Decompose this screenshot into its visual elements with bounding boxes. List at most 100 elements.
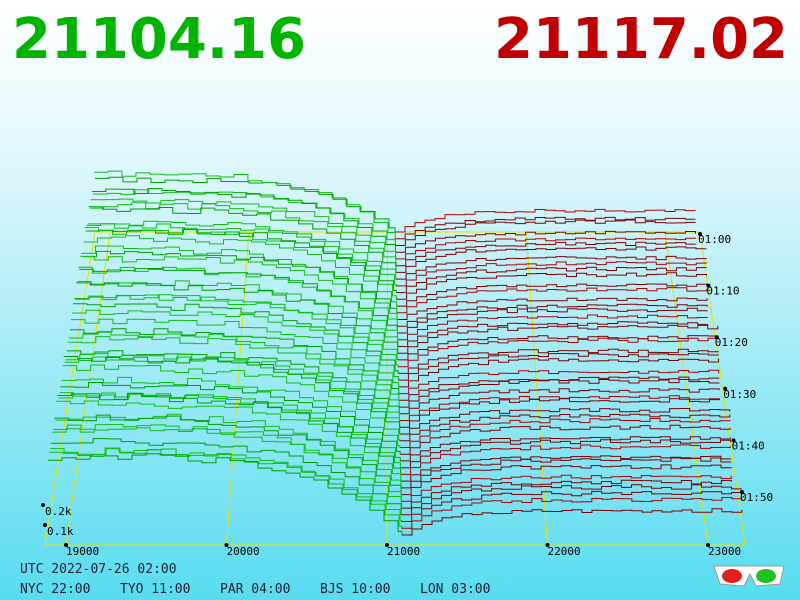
ask-depth-line	[396, 272, 708, 300]
bid-depth-line	[77, 280, 399, 347]
ask-depth-line	[396, 314, 708, 341]
bid-depth-line	[55, 413, 402, 488]
bid-depth-line	[78, 266, 398, 340]
city-time: NYC 22:00	[20, 582, 90, 597]
bid-depth-line	[70, 318, 400, 387]
time-tick-label: 01:20	[715, 336, 748, 349]
tick-dot	[706, 283, 711, 288]
ask-depth-line	[401, 464, 732, 496]
ask-depth-line	[399, 388, 720, 415]
ask-depth-line	[395, 230, 696, 253]
ask-depth-line	[398, 369, 720, 395]
volume-tick-label: 0.2k	[45, 505, 72, 518]
volume-tick-label: 0.1k	[47, 525, 74, 538]
depth-lines	[48, 170, 743, 536]
ask-depth-line	[399, 408, 731, 435]
tick-dot	[545, 543, 550, 547]
ask-depth-line	[399, 436, 731, 462]
ask-depth-line	[400, 424, 731, 455]
tick-dot	[698, 232, 702, 236]
bid-depth-line	[92, 189, 396, 246]
city-time: LON 03:00	[420, 582, 490, 597]
bid-depth-line	[63, 356, 401, 434]
ask-depth-line	[401, 490, 743, 522]
bid-depth-line	[62, 364, 401, 441]
ask-depth-line	[395, 255, 707, 280]
bid-depth-line	[88, 206, 397, 273]
bid-depth-line	[74, 294, 399, 367]
time-tick-label: 01:10	[706, 285, 739, 298]
bid-depth-line	[80, 255, 398, 327]
bid-depth-line	[52, 427, 402, 509]
time-tick-label: 01:30	[723, 388, 756, 401]
bid-depth-line	[86, 223, 397, 286]
price-tick-label: 21000	[387, 545, 420, 558]
axis-labels: 19000 20000 21000 22000 23000 01:00 01:10 01:20…	[41, 232, 773, 558]
bid-depth-line	[50, 448, 403, 522]
ask-depth-line	[396, 283, 708, 307]
ask-depth-line	[400, 444, 732, 475]
bid-depth-line	[93, 170, 396, 239]
ask-depth-line	[400, 457, 732, 489]
ask-depth-line	[395, 241, 696, 267]
ask-depth-line	[397, 337, 719, 368]
world-clocks: NYC 22:00 TYO 11:00 PAR 04:00 BJS 10:00 LON …	[20, 582, 490, 597]
bid-depth-line	[67, 336, 400, 408]
price-tick-label: 20000	[227, 545, 260, 558]
tick-dot	[731, 438, 736, 443]
ask-depth-line	[397, 352, 719, 381]
price-tick-label: 22000	[548, 545, 581, 558]
tick-dot	[723, 386, 728, 391]
ask-depth-line	[399, 418, 731, 448]
ask-depth-line	[395, 261, 707, 287]
bid-depth-line	[81, 245, 398, 320]
ask-depth-line	[399, 397, 721, 428]
ask-depth-line	[397, 335, 719, 361]
ask-price: 21117.02	[494, 7, 788, 72]
ask-depth-line	[399, 439, 731, 469]
ask-depth-line	[394, 216, 696, 240]
ask-depth-line	[396, 266, 707, 294]
floor-grid-line	[525, 231, 548, 546]
ask-depth-line	[401, 484, 743, 516]
ask-depth-line	[397, 324, 719, 354]
bid-depth-line	[48, 453, 403, 535]
bid-depth-line	[95, 176, 396, 232]
ask-depth-line	[396, 303, 708, 327]
floor-outline	[44, 231, 746, 546]
bid-depth-line	[73, 303, 399, 374]
price-tick-label: 19000	[66, 545, 99, 558]
bid-depth-line	[54, 414, 402, 495]
ask-depth-line	[399, 413, 731, 442]
ask-depth-line	[402, 508, 743, 536]
utc-time: UTC 2022-07-26 02:00	[20, 562, 177, 577]
tick-dot	[740, 490, 744, 494]
time-tick-label: 01:50	[740, 491, 773, 504]
bid-depth-line	[65, 353, 400, 421]
time-tick-label: 01:00	[698, 233, 731, 246]
ask-depth-line	[395, 208, 696, 233]
ask-depth-line	[396, 297, 708, 320]
ask-depth-line	[398, 358, 720, 388]
ask-depth-line	[395, 246, 707, 273]
bid-depth-line	[89, 202, 397, 266]
bid-depth-line	[91, 188, 396, 253]
ask-depth-line	[396, 287, 708, 314]
ask-depth-line	[400, 479, 732, 509]
bid-depth-line	[72, 309, 399, 381]
bid-depth-line	[64, 356, 401, 428]
bid-depth-line	[51, 438, 403, 515]
tick-dot	[43, 523, 47, 527]
price-tick-label: 23000	[708, 545, 741, 558]
bid-depth-line	[60, 381, 401, 455]
ask-depth-line	[398, 348, 719, 374]
ask-depth-line	[401, 497, 743, 529]
bid-depth-line	[61, 376, 401, 448]
city-time: TYO 11:00	[120, 582, 190, 597]
time-tick-label: 01:40	[732, 439, 765, 452]
ask-depth-line	[394, 219, 696, 246]
3d-glasses-icon	[713, 565, 785, 587]
ask-depth-line	[400, 474, 732, 502]
bid-depth-line	[84, 227, 398, 300]
